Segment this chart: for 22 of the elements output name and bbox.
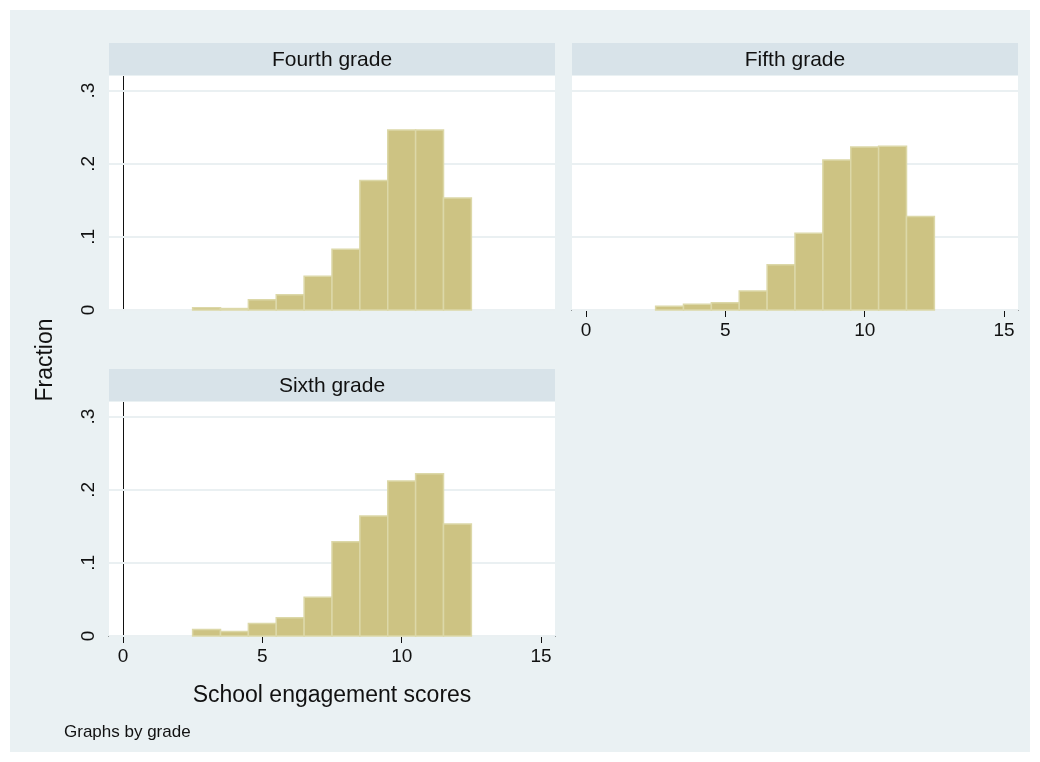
x-tick-label: 5 (720, 319, 731, 340)
y-tick-label: 0 (77, 630, 98, 642)
x-tick-label: 5 (257, 645, 268, 666)
chart-title: Fourth grade (109, 43, 555, 75)
y-tick-label: 0 (77, 304, 98, 316)
x-tick-label: 10 (854, 319, 876, 340)
y-tick-label: .1 (77, 554, 98, 571)
text: Graphs by grade (64, 722, 191, 742)
y-tick-label: .2 (77, 155, 98, 172)
y-tick-label: .1 (77, 228, 98, 245)
x-tick-label: 15 (993, 319, 1015, 340)
y-tick-label: .3 (77, 82, 98, 99)
x-axis-title: School engagement scores (192, 681, 472, 708)
x-tick-label: 0 (580, 319, 592, 340)
x-tick-label: 0 (117, 645, 129, 666)
y-tick-label: .2 (77, 481, 98, 498)
chart-title: Sixth grade (109, 369, 555, 401)
x-tick-label: 15 (530, 645, 552, 666)
y-tick-label: .3 (77, 408, 98, 425)
x-tick-label: 10 (391, 645, 413, 666)
y-axis-title: Fraction (30, 318, 58, 402)
chart-title: Fifth grade (572, 43, 1018, 75)
